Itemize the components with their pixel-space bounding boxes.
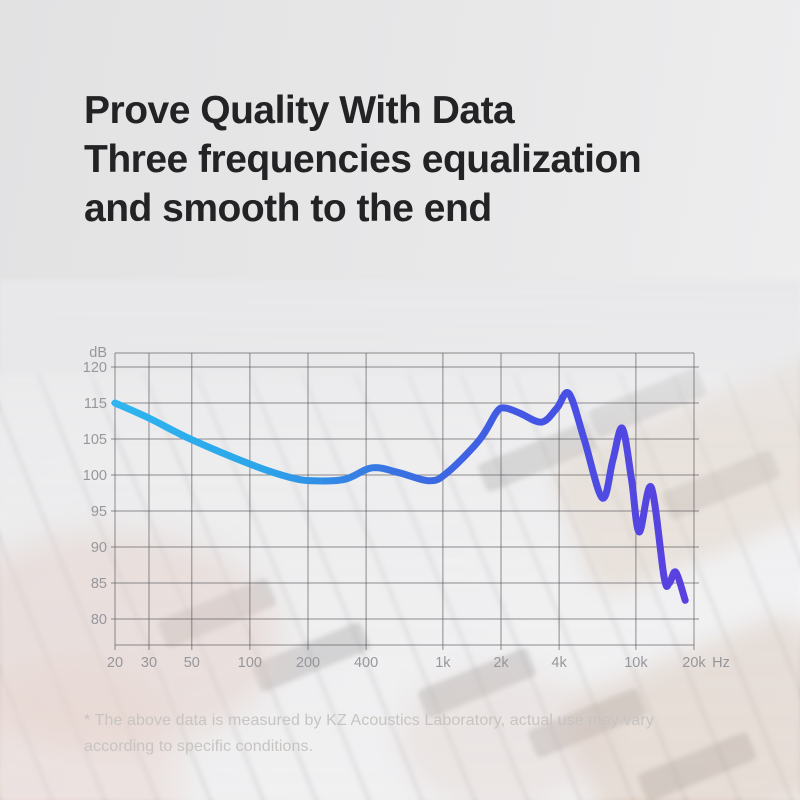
svg-text:20: 20 — [107, 655, 123, 671]
svg-text:20k: 20k — [682, 655, 706, 671]
svg-text:2k: 2k — [493, 655, 509, 671]
frequency-response-svg: 120 115 105 100 95 90 85 80 20 30 50 100 200 400 1k 2k 4… — [83, 345, 730, 671]
frequency-response-chart: 120 115 105 100 95 90 85 80 20 30 50 100 200 400 1k 2k 4… — [82, 340, 734, 680]
svg-text:4k: 4k — [551, 655, 567, 671]
svg-text:120: 120 — [83, 360, 107, 376]
footnote: * The above data is measured by KZ Acous… — [84, 708, 724, 760]
svg-text:1k: 1k — [435, 655, 451, 671]
svg-text:115: 115 — [84, 396, 107, 412]
svg-text:80: 80 — [91, 612, 107, 628]
svg-text:95: 95 — [91, 504, 107, 520]
svg-text:Hz: Hz — [712, 655, 730, 671]
chart-tick-marks — [111, 366, 699, 650]
headline-line-2: Three frequencies equalization — [84, 138, 642, 181]
svg-text:100: 100 — [83, 468, 107, 484]
footnote-line-1: * The above data is measured by KZ Acous… — [84, 712, 654, 729]
headline-line-1: Prove Quality With Data — [84, 89, 515, 132]
svg-text:105: 105 — [83, 432, 107, 448]
svg-text:200: 200 — [296, 655, 320, 671]
svg-text:100: 100 — [238, 655, 262, 671]
svg-text:90: 90 — [91, 540, 107, 556]
footnote-line-2: according to specific conditions. — [84, 738, 314, 755]
chart-gridlines — [114, 352, 695, 646]
frequency-response-curve — [111, 389, 689, 604]
headline: Prove Quality With Data Three frequencie… — [84, 86, 642, 233]
svg-text:30: 30 — [141, 655, 157, 671]
svg-text:dB: dB — [89, 345, 107, 361]
svg-text:10k: 10k — [624, 655, 648, 671]
svg-text:85: 85 — [91, 576, 107, 592]
svg-text:400: 400 — [354, 655, 378, 671]
headline-line-3: and smooth to the end — [84, 187, 492, 230]
chart-axis-labels: 120 115 105 100 95 90 85 80 20 30 50 100 200 400 1k 2k 4… — [83, 345, 730, 671]
svg-text:50: 50 — [184, 655, 200, 671]
